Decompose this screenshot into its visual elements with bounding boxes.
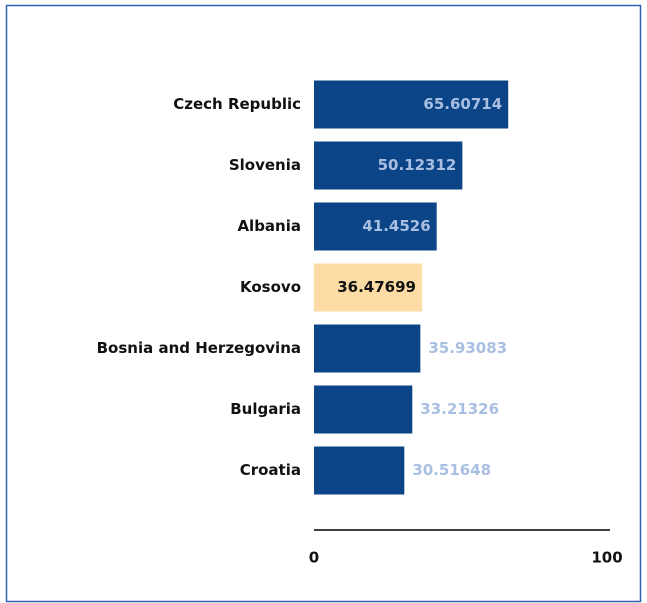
category-label: Bosnia and Herzegovina [97,339,301,357]
x-tick-label: 0 [309,549,319,567]
value-label: 35.93083 [428,339,507,357]
frame [5,4,642,603]
bar [314,202,437,251]
category-label: Kosovo [240,278,301,296]
value-label: 50.12312 [378,156,457,174]
value-label: 36.47699 [337,278,416,296]
category-label: Slovenia [229,156,301,174]
value-label: 65.60714 [423,95,502,113]
category-label: Bulgaria [230,400,301,418]
value-label: 33.21326 [420,400,499,418]
bar [314,324,421,373]
bar [314,141,463,190]
x-tick-label: 100 [591,549,622,567]
value-label: 30.51648 [412,461,491,479]
bar [314,80,509,129]
value-label: 41.4526 [362,217,430,235]
bar [314,263,422,312]
bar [314,385,413,434]
category-label: Albania [237,217,301,235]
category-label: Czech Republic [173,95,301,113]
category-label: Croatia [240,461,301,479]
bar [314,446,405,495]
